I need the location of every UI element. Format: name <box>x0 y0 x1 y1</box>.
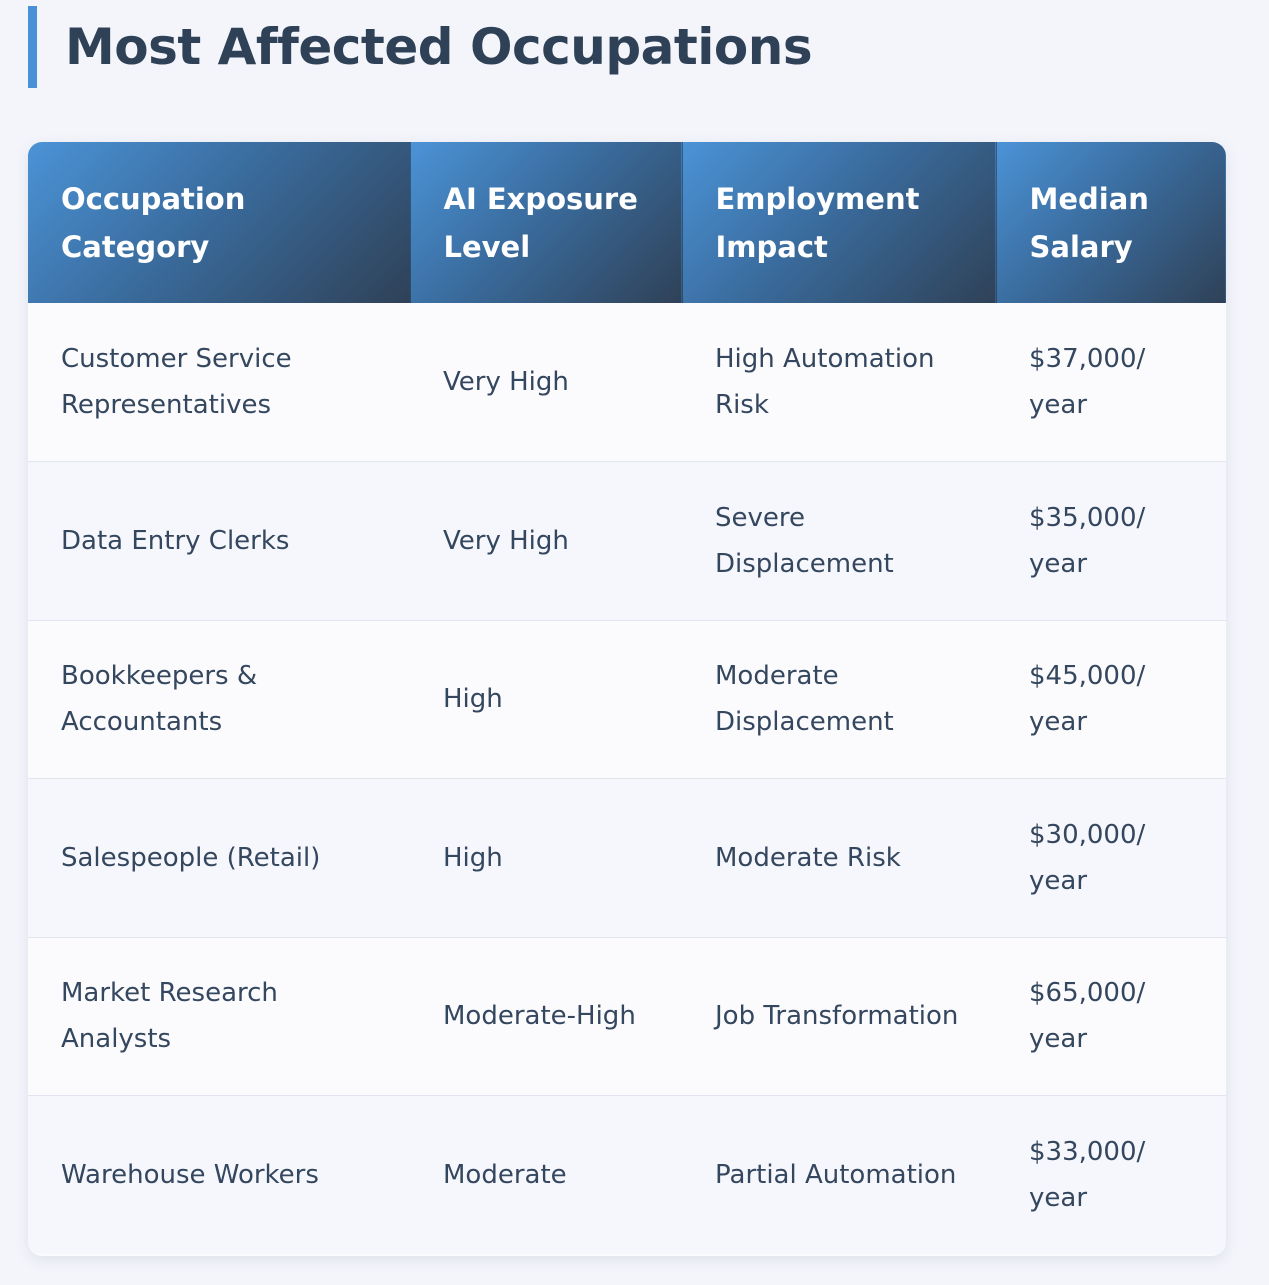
impact-cell: Moderate Risk <box>682 778 996 938</box>
occupation-cell: Bookkeepers & Accountants <box>28 620 410 779</box>
salary-cell: $33,000/ year <box>996 1095 1226 1254</box>
salary-cell: $45,000/ year <box>996 620 1226 779</box>
table-row: Market Research Analysts Moderate-High J… <box>28 937 1226 1096</box>
salary-cell: $30,000/ year <box>996 778 1226 938</box>
occupation-cell: Warehouse Workers <box>28 1095 410 1254</box>
salary-cell: $35,000/ year <box>996 461 1226 621</box>
exposure-cell: High <box>410 778 682 938</box>
column-header-employment-impact: Employment Impact <box>681 142 996 303</box>
column-header-median-salary: Median Salary <box>995 142 1226 303</box>
occupation-cell: Market Research Analysts <box>28 937 410 1096</box>
table-header-row: Occupation Category AI Exposure Level Em… <box>28 142 1226 303</box>
table-row: Salespeople (Retail) High Moderate Risk … <box>28 778 1226 938</box>
impact-cell: High Automation Risk <box>682 303 996 462</box>
exposure-cell: Moderate-High <box>410 937 682 1096</box>
impact-cell: Moderate Displacement <box>682 620 996 779</box>
table-row: Bookkeepers & Accountants High Moderate … <box>28 620 1226 779</box>
occupations-table: Occupation Category AI Exposure Level Em… <box>28 142 1226 1254</box>
exposure-cell: Very High <box>410 303 682 462</box>
occupation-cell: Customer Service Representatives <box>28 303 410 462</box>
table-body: Customer Service Representatives Very Hi… <box>28 303 1226 1254</box>
occupation-cell: Salespeople (Retail) <box>28 778 410 938</box>
page-title-container: Most Affected Occupations <box>28 6 813 88</box>
column-header-occupation-category: Occupation Category <box>28 142 410 303</box>
exposure-cell: Moderate <box>410 1095 682 1254</box>
table-header: Occupation Category AI Exposure Level Em… <box>28 142 1226 303</box>
salary-cell: $37,000/ year <box>996 303 1226 462</box>
table-row: Data Entry Clerks Very High Severe Displ… <box>28 461 1226 621</box>
occupations-table-card: Occupation Category AI Exposure Level Em… <box>28 142 1226 1256</box>
occupation-cell: Data Entry Clerks <box>28 461 410 621</box>
page-title: Most Affected Occupations <box>65 18 813 76</box>
exposure-cell: Very High <box>410 461 682 621</box>
impact-cell: Severe Displacement <box>682 461 996 621</box>
exposure-cell: High <box>410 620 682 779</box>
column-header-ai-exposure-level: AI Exposure Level <box>409 142 682 303</box>
impact-cell: Partial Automation <box>682 1095 996 1254</box>
table-row: Customer Service Representatives Very Hi… <box>28 303 1226 462</box>
table-row: Warehouse Workers Moderate Partial Autom… <box>28 1095 1226 1254</box>
salary-cell: $65,000/ year <box>996 937 1226 1096</box>
impact-cell: Job Transformation <box>682 937 996 1096</box>
